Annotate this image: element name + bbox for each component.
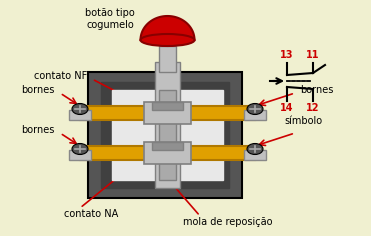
Ellipse shape <box>141 34 194 46</box>
Text: símbolo: símbolo <box>284 116 322 126</box>
Text: bornes: bornes <box>22 125 55 135</box>
Text: contato NF: contato NF <box>34 71 87 81</box>
Bar <box>144 142 191 164</box>
Bar <box>112 90 223 180</box>
Text: 11: 11 <box>306 50 320 60</box>
Bar <box>101 82 229 188</box>
Bar <box>80 146 255 160</box>
Bar <box>69 150 91 160</box>
Ellipse shape <box>247 104 263 114</box>
Bar <box>159 90 176 180</box>
Text: mola de reposição: mola de reposição <box>183 217 273 227</box>
Ellipse shape <box>247 143 263 155</box>
Bar <box>88 72 242 198</box>
Bar <box>152 102 183 110</box>
Text: botão tipo
cogumelo: botão tipo cogumelo <box>85 8 135 30</box>
Bar <box>159 46 176 72</box>
Bar <box>244 150 266 160</box>
Text: 13: 13 <box>280 50 294 60</box>
Bar <box>69 110 91 120</box>
Bar <box>80 106 255 120</box>
Ellipse shape <box>72 104 88 114</box>
Text: bornes: bornes <box>22 85 55 95</box>
Bar <box>155 62 180 188</box>
Text: contato NA: contato NA <box>64 209 118 219</box>
Ellipse shape <box>72 143 88 155</box>
Text: 14: 14 <box>280 103 294 113</box>
Polygon shape <box>141 16 194 40</box>
Bar <box>152 142 183 150</box>
Text: bornes: bornes <box>300 85 334 95</box>
Text: 12: 12 <box>306 103 320 113</box>
Bar <box>144 102 191 124</box>
Bar <box>244 110 266 120</box>
